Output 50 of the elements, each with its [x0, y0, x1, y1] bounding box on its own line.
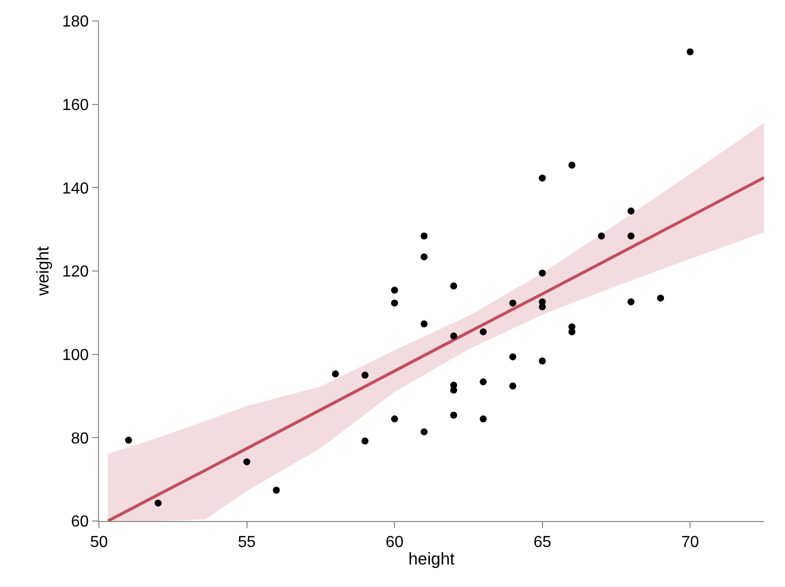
point — [568, 328, 576, 336]
point — [450, 282, 458, 290]
point — [538, 358, 546, 364]
y-axis-title: weight — [34, 246, 53, 297]
point — [509, 353, 516, 360]
y-tick-label: 120 — [62, 264, 89, 281]
y-tick-label: 140 — [62, 180, 89, 198]
x-tick-label: 55 — [238, 534, 256, 552]
point — [362, 438, 368, 444]
point — [272, 486, 280, 494]
point — [332, 370, 339, 378]
point — [391, 286, 398, 294]
point — [420, 320, 428, 328]
point — [243, 458, 250, 466]
point — [420, 428, 428, 436]
point — [509, 382, 516, 390]
point — [628, 232, 634, 240]
point — [480, 328, 487, 336]
point — [450, 386, 458, 394]
point — [480, 415, 487, 422]
point — [450, 412, 458, 419]
point — [362, 372, 368, 379]
point — [420, 253, 428, 260]
point — [598, 232, 605, 240]
point — [538, 303, 546, 310]
x-tick-label: 70 — [681, 534, 700, 552]
point — [391, 415, 398, 422]
x-axis-title: height — [408, 550, 455, 569]
point — [538, 174, 546, 182]
y-tick-label: 160 — [62, 96, 89, 114]
point — [509, 300, 516, 307]
point — [480, 378, 487, 386]
point — [154, 500, 162, 507]
point — [628, 208, 634, 214]
point — [657, 294, 664, 302]
x-tick-label: 60 — [386, 534, 404, 552]
y-tick-label: 60 — [71, 514, 89, 531]
y-tick-label: 180 — [62, 14, 89, 31]
x-tick-label: 65 — [533, 534, 552, 552]
point — [686, 48, 694, 56]
point — [391, 300, 398, 307]
point — [420, 232, 428, 240]
x-tick-label: 50 — [90, 534, 108, 552]
point — [628, 298, 634, 306]
point — [568, 162, 576, 169]
point — [125, 436, 132, 444]
point — [538, 270, 546, 277]
y-tick-label: 100 — [62, 346, 89, 364]
y-tick-label: 80 — [71, 430, 89, 448]
point — [450, 332, 458, 340]
